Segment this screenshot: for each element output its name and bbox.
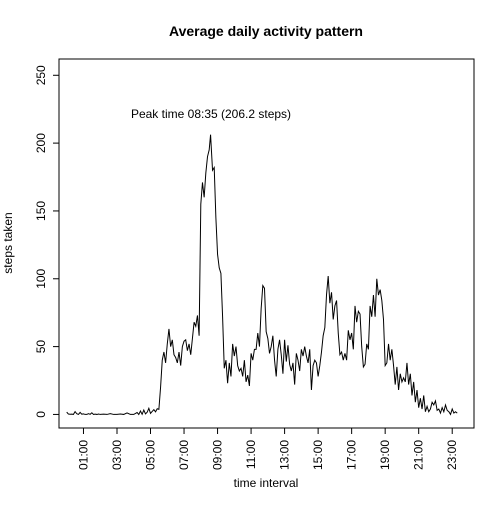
x-tick-label: 07:00	[177, 440, 191, 470]
plot-frame	[58, 58, 475, 429]
x-tick-label: 17:00	[345, 440, 359, 470]
x-tick-label: 03:00	[110, 440, 124, 470]
peak-annotation: Peak time 08:35 (206.2 steps)	[131, 107, 291, 121]
x-tick-label: 09:00	[211, 440, 225, 470]
y-tick-label: 150	[34, 201, 48, 221]
x-tick-label: 13:00	[278, 440, 292, 470]
y-tick-label: 0	[34, 411, 48, 418]
chart-title: Average daily activity pattern	[169, 23, 363, 39]
x-tick-label: 21:00	[412, 440, 426, 470]
y-tick-label: 50	[34, 340, 48, 354]
x-tick-label: 19:00	[378, 440, 392, 470]
y-axis: 0 50 100 150 200 250	[34, 65, 59, 418]
x-tick-label: 01:00	[76, 440, 90, 470]
y-tick-label: 100	[34, 268, 48, 288]
x-tick-label: 23:00	[445, 440, 459, 470]
x-axis-label: time interval	[234, 476, 299, 490]
y-tick-label: 200	[34, 133, 48, 153]
y-tick-label: 250	[34, 65, 48, 85]
x-tick-label: 15:00	[311, 440, 325, 470]
y-axis-label: steps taken	[1, 212, 15, 273]
x-tick-label: 05:00	[144, 440, 158, 470]
series-line-average-steps	[66, 134, 458, 416]
x-tick-label: 11:00	[244, 440, 258, 469]
x-axis: 01:00 03:00 05:00 07:00 09:00 11:00 13:00 15:00…	[76, 428, 459, 470]
